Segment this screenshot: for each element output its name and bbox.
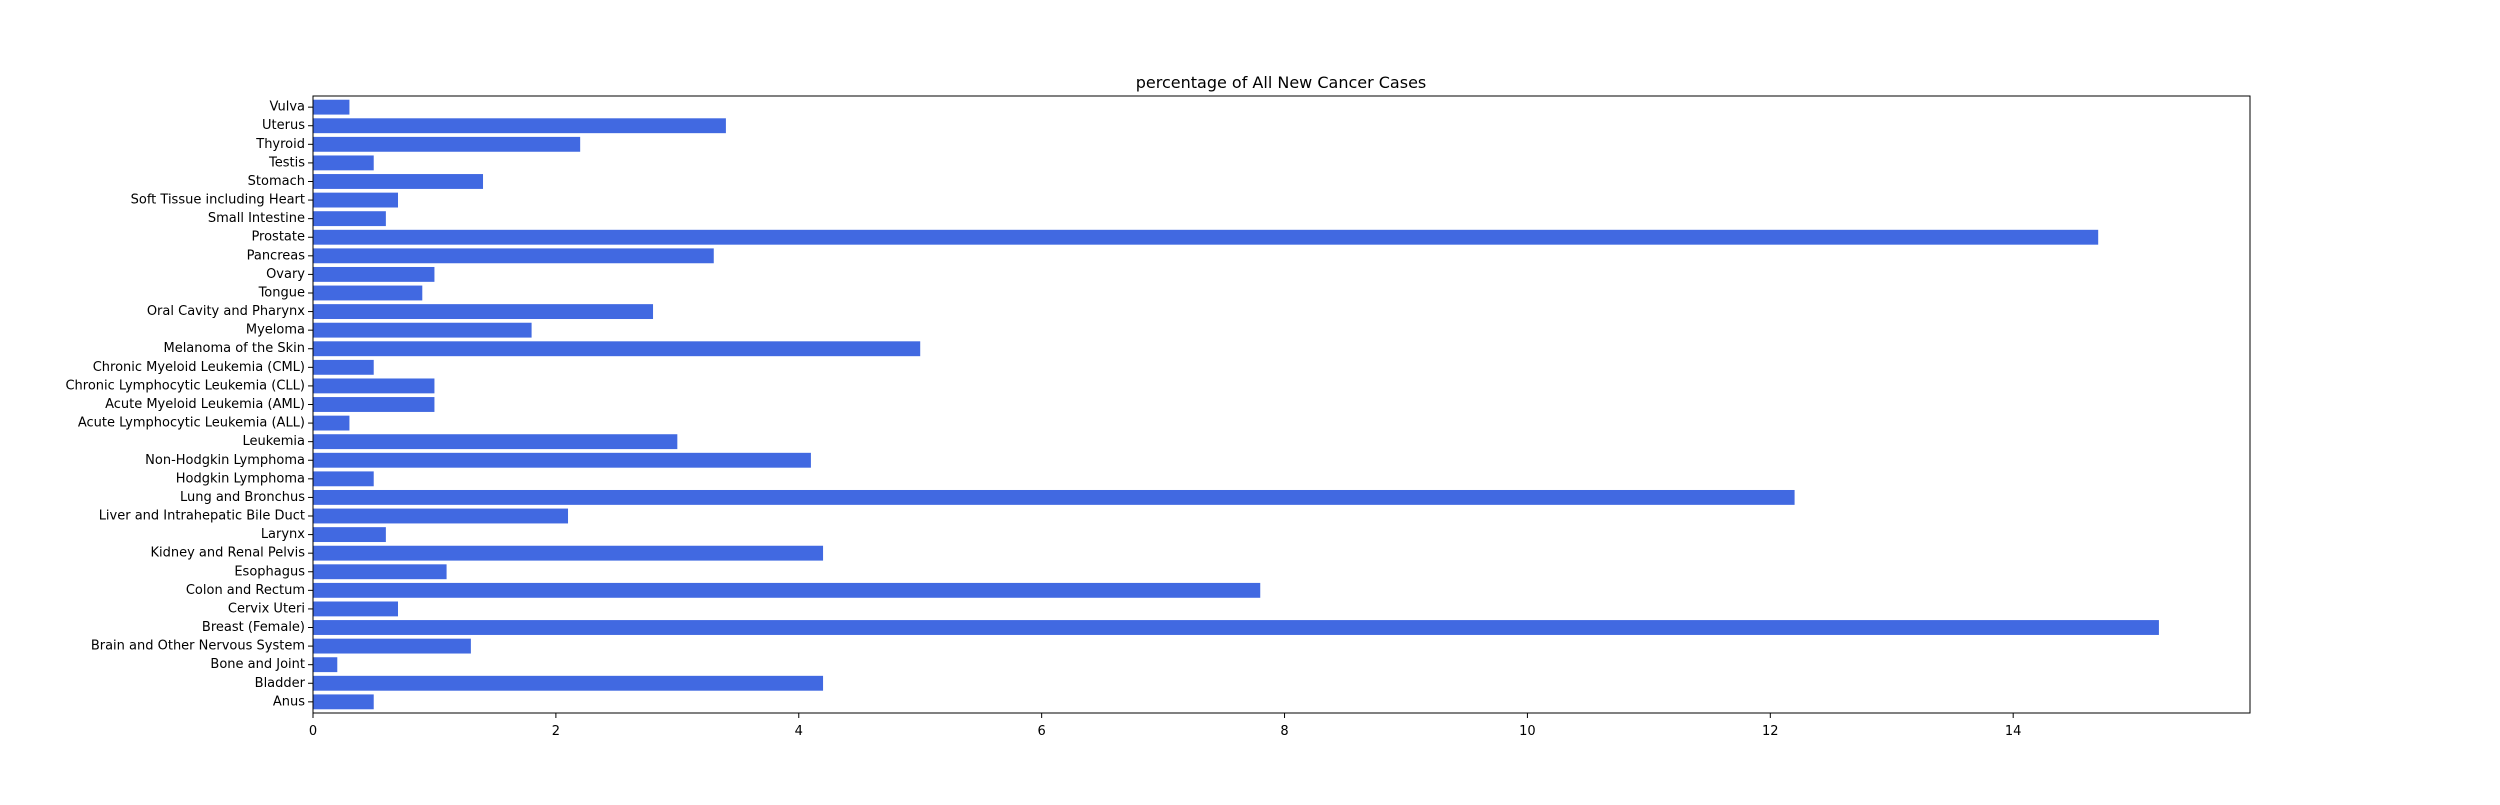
y-tick-label: Thyroid xyxy=(255,137,305,152)
y-tick-label: Acute Myeloid Leukemia (AML) xyxy=(105,397,305,412)
bar xyxy=(313,211,386,227)
y-tick-label: Breast (Female) xyxy=(202,620,305,635)
y-tick-label: Brain and Other Nervous System xyxy=(91,639,305,654)
chart-title: percentage of All New Cancer Cases xyxy=(1136,73,1427,92)
y-tick-label: Ovary xyxy=(266,267,305,282)
x-axis-ticks: 0 2 4 6 8 10 12 14 xyxy=(309,713,2022,739)
y-tick-label: Chronic Lymphocytic Leukemia (CLL) xyxy=(65,378,305,393)
bar xyxy=(313,601,399,617)
bar xyxy=(313,155,374,171)
bar xyxy=(313,266,435,282)
y-tick-label: Tongue xyxy=(258,285,305,300)
bar xyxy=(313,620,2159,635)
y-tick-label: Small Intestine xyxy=(208,211,305,226)
y-tick-label: Larynx xyxy=(261,527,305,542)
y-tick-label: Lung and Bronchus xyxy=(180,490,305,505)
x-tick-label: 14 xyxy=(2005,724,2022,739)
y-tick-label: Esophagus xyxy=(234,564,305,579)
y-tick-label: Oral Cavity and Pharynx xyxy=(147,304,305,319)
y-tick-label: Kidney and Renal Pelvis xyxy=(150,546,305,561)
y-tick-label: Uterus xyxy=(262,118,305,133)
bar xyxy=(313,434,678,450)
bar xyxy=(313,118,726,134)
y-tick-label: Chronic Myeloid Leukemia (CML) xyxy=(93,360,305,375)
y-tick-label: Colon and Rectum xyxy=(186,583,305,598)
bar xyxy=(313,452,811,468)
y-tick-label: Bone and Joint xyxy=(210,657,305,672)
y-tick-label: Testis xyxy=(268,155,305,170)
y-tick-label: Melanoma of the Skin xyxy=(163,341,305,356)
bar xyxy=(313,359,374,375)
x-tick-label: 6 xyxy=(1038,724,1046,739)
bar xyxy=(313,322,532,338)
bar xyxy=(313,229,2099,245)
bar xyxy=(313,341,921,357)
x-tick-label: 10 xyxy=(1519,724,1536,739)
x-tick-label: 8 xyxy=(1280,724,1288,739)
x-tick-label: 2 xyxy=(552,724,560,739)
bar xyxy=(313,694,374,710)
y-tick-label: Non-Hodgkin Lymphoma xyxy=(145,453,305,468)
bar xyxy=(313,378,435,394)
bar xyxy=(313,285,423,301)
bar xyxy=(313,304,654,320)
bar xyxy=(313,397,435,412)
y-tick-label: Leukemia xyxy=(242,434,305,449)
y-tick-label: Soft Tissue including Heart xyxy=(131,193,305,208)
bar xyxy=(313,564,447,580)
bar xyxy=(313,174,484,189)
bar xyxy=(313,527,386,543)
bar xyxy=(313,489,1795,505)
y-tick-label: Prostate xyxy=(251,230,305,245)
bar xyxy=(313,248,714,264)
x-tick-label: 0 xyxy=(309,724,317,739)
y-tick-label: Pancreas xyxy=(247,248,306,263)
y-tick-label: Liver and Intrahepatic Bile Duct xyxy=(99,509,305,524)
x-tick-label: 4 xyxy=(795,724,803,739)
y-tick-label: Cervix Uteri xyxy=(228,601,305,616)
bars-layer xyxy=(313,99,2159,710)
y-tick-label: Stomach xyxy=(248,174,305,189)
y-tick-label: Anus xyxy=(273,694,305,709)
bar xyxy=(313,657,338,673)
bar xyxy=(313,675,824,691)
x-tick-label: 12 xyxy=(1762,724,1779,739)
y-tick-label: Myeloma xyxy=(246,323,305,338)
y-tick-label: Bladder xyxy=(255,676,306,691)
bar xyxy=(313,136,581,152)
bar xyxy=(313,582,1261,598)
y-axis-ticks: Anus Bladder Bone and Joint Brain and Other… xyxy=(65,100,313,709)
bar xyxy=(313,508,569,524)
bar xyxy=(313,638,471,654)
y-tick-label: Hodgkin Lymphoma xyxy=(176,471,305,486)
y-tick-label: Vulva xyxy=(269,100,305,115)
bar xyxy=(313,415,350,431)
y-tick-label: Acute Lymphocytic Leukemia (ALL) xyxy=(78,416,305,431)
bar xyxy=(313,471,374,487)
bar xyxy=(313,545,824,561)
bar xyxy=(313,99,350,115)
plot-frame xyxy=(312,95,2251,714)
bar xyxy=(313,192,399,208)
